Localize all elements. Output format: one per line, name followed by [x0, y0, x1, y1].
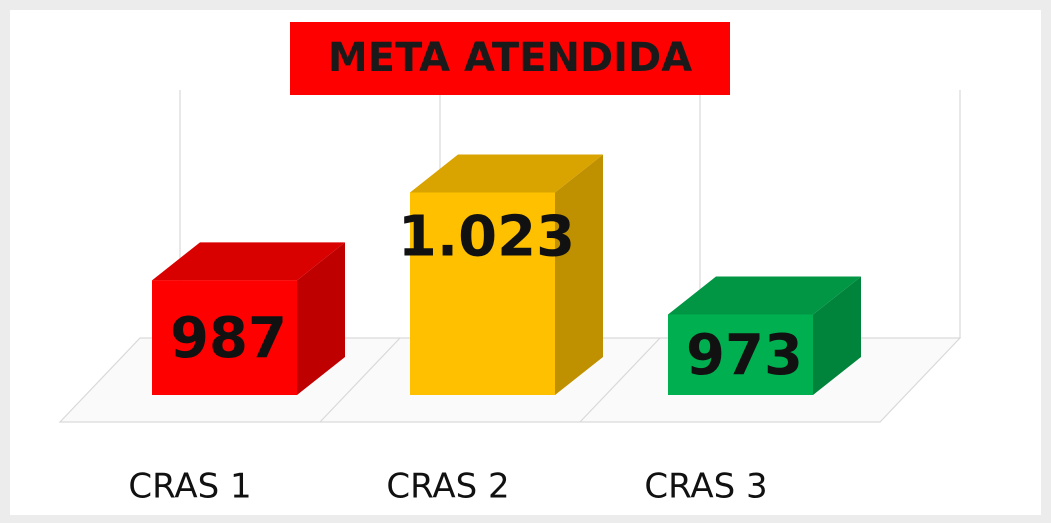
x-tick-label: CRAS 2	[386, 467, 509, 507]
title-box	[290, 22, 730, 95]
bar-side	[555, 154, 603, 395]
x-tick-label: CRAS 3	[644, 467, 767, 507]
bar	[668, 314, 813, 395]
bar-top	[410, 154, 603, 193]
value-label: 1.023	[398, 205, 575, 270]
bar-side	[297, 242, 345, 395]
value-label: 987	[170, 306, 287, 371]
chart-title: META ATENDIDA	[328, 35, 692, 81]
bar-top	[668, 276, 861, 315]
value-label: 973	[686, 323, 803, 388]
bar-top	[152, 242, 345, 281]
bar	[152, 280, 297, 395]
bar-side	[813, 276, 861, 395]
x-tick-label: CRAS 1	[128, 467, 251, 507]
bar	[410, 192, 555, 395]
